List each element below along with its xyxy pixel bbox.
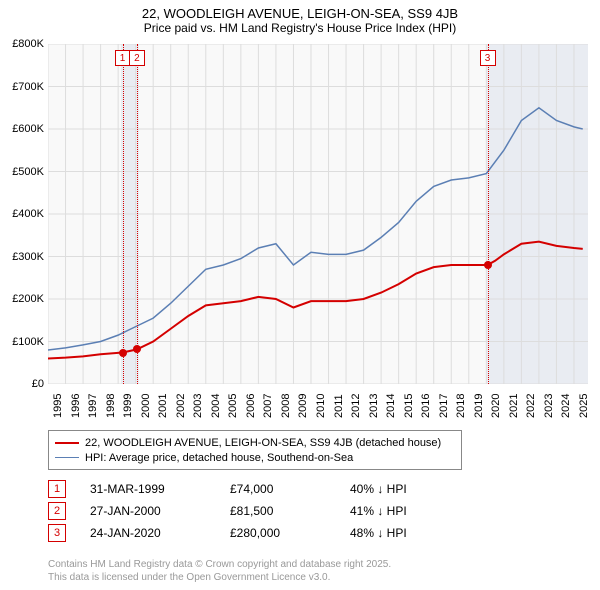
- y-tick-label: £200K: [0, 293, 44, 305]
- legend-swatch: [55, 442, 79, 444]
- transaction-price: £280,000: [230, 526, 350, 540]
- series-price_paid: [48, 242, 583, 359]
- x-tick-label: 1997: [87, 394, 99, 418]
- x-tick-label: 2025: [578, 394, 590, 418]
- transactions-table: 1 31-MAR-1999£74,00040% ↓ HPI 2 27-JAN-2000…: [48, 478, 470, 544]
- transaction-row: 1 31-MAR-1999£74,00040% ↓ HPI: [48, 478, 470, 500]
- legend-label: 22, WOODLEIGH AVENUE, LEIGH-ON-SEA, SS9 …: [85, 437, 441, 449]
- x-tick-label: 1998: [105, 394, 117, 418]
- x-tick-label: 2008: [280, 394, 292, 418]
- x-tick-label: 2011: [333, 394, 345, 418]
- event-line: [137, 44, 138, 384]
- legend-item: HPI: Average price, detached house, Sout…: [55, 450, 455, 465]
- event-marker-label: 2: [129, 50, 145, 66]
- x-tick-label: 2009: [297, 394, 309, 418]
- x-tick-label: 2020: [490, 394, 502, 418]
- x-tick-label: 2000: [140, 394, 152, 418]
- transaction-date: 27-JAN-2000: [90, 504, 230, 518]
- chart-subtitle: Price paid vs. HM Land Registry's House …: [0, 21, 600, 39]
- transaction-diff: 40% ↓ HPI: [350, 482, 470, 496]
- transaction-price: £81,500: [230, 504, 350, 518]
- plot-svg: [48, 44, 588, 384]
- event-marker-dot: [133, 345, 141, 353]
- transaction-date: 24-JAN-2020: [90, 526, 230, 540]
- x-tick-label: 2001: [157, 394, 169, 418]
- x-tick-label: 2017: [438, 394, 450, 418]
- legend-label: HPI: Average price, detached house, Sout…: [85, 452, 353, 464]
- transaction-price: £74,000: [230, 482, 350, 496]
- x-tick-label: 2003: [192, 394, 204, 418]
- attribution: Contains HM Land Registry data © Crown c…: [48, 558, 588, 584]
- x-tick-label: 2021: [508, 394, 520, 418]
- x-tick-label: 2012: [350, 394, 362, 418]
- chart-area: 123: [48, 44, 588, 384]
- transaction-marker-icon: 1: [48, 480, 66, 498]
- y-tick-label: £400K: [0, 208, 44, 220]
- figure: 22, WOODLEIGH AVENUE, LEIGH-ON-SEA, SS9 …: [0, 0, 600, 590]
- transaction-marker-icon: 2: [48, 502, 66, 520]
- y-tick-label: £600K: [0, 123, 44, 135]
- transaction-row: 2 27-JAN-2000£81,50041% ↓ HPI: [48, 500, 470, 522]
- event-line: [488, 44, 489, 384]
- x-tick-label: 2019: [473, 394, 485, 418]
- x-tick-label: 2018: [455, 394, 467, 418]
- x-tick-label: 2022: [525, 394, 537, 418]
- x-tick-label: 1996: [70, 394, 82, 418]
- x-tick-label: 2006: [245, 394, 257, 418]
- x-tick-label: 2024: [560, 394, 572, 418]
- legend-swatch: [55, 457, 79, 458]
- transaction-date: 31-MAR-1999: [90, 482, 230, 496]
- transaction-diff: 48% ↓ HPI: [350, 526, 470, 540]
- event-marker-dot: [484, 261, 492, 269]
- x-tick-label: 2002: [175, 394, 187, 418]
- series-hpi: [48, 108, 583, 350]
- chart-title: 22, WOODLEIGH AVENUE, LEIGH-ON-SEA, SS9 …: [0, 0, 600, 21]
- x-tick-label: 2016: [420, 394, 432, 418]
- y-tick-label: £300K: [0, 251, 44, 263]
- y-tick-label: £0: [0, 378, 44, 390]
- x-tick-label: 2015: [403, 394, 415, 418]
- attribution-line: This data is licensed under the Open Gov…: [48, 571, 588, 584]
- transaction-row: 3 24-JAN-2020£280,00048% ↓ HPI: [48, 522, 470, 544]
- x-tick-label: 2005: [227, 394, 239, 418]
- y-tick-label: £800K: [0, 38, 44, 50]
- y-tick-label: £700K: [0, 81, 44, 93]
- legend-item: 22, WOODLEIGH AVENUE, LEIGH-ON-SEA, SS9 …: [55, 435, 455, 450]
- y-tick-label: £500K: [0, 166, 44, 178]
- x-tick-label: 2014: [385, 394, 397, 418]
- transaction-marker-icon: 3: [48, 524, 66, 542]
- event-marker-dot: [119, 349, 127, 357]
- x-tick-label: 2013: [368, 394, 380, 418]
- legend: 22, WOODLEIGH AVENUE, LEIGH-ON-SEA, SS9 …: [48, 430, 462, 470]
- x-tick-label: 1999: [122, 394, 134, 418]
- x-tick-label: 2004: [210, 394, 222, 418]
- x-tick-label: 2010: [315, 394, 327, 418]
- event-marker-label: 3: [480, 50, 496, 66]
- transaction-diff: 41% ↓ HPI: [350, 504, 470, 518]
- event-line: [123, 44, 124, 384]
- attribution-line: Contains HM Land Registry data © Crown c…: [48, 558, 588, 571]
- x-tick-label: 1995: [52, 394, 64, 418]
- x-tick-label: 2023: [543, 394, 555, 418]
- y-tick-label: £100K: [0, 336, 44, 348]
- x-tick-label: 2007: [262, 394, 274, 418]
